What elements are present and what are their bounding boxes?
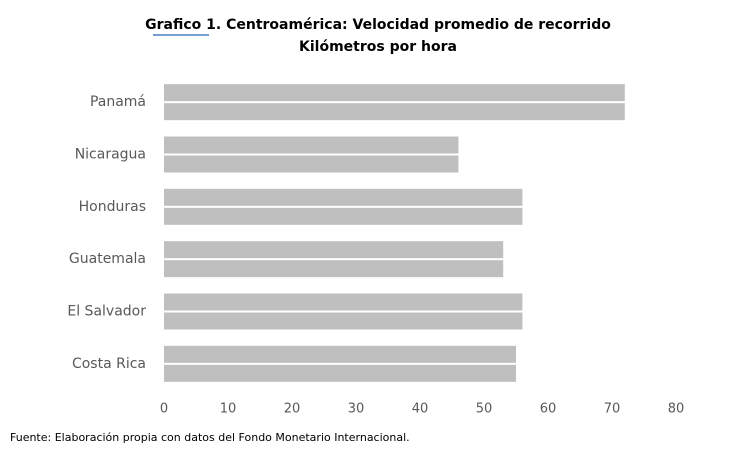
x-tick-label: 0 [160,402,168,417]
bar [164,103,625,121]
bar [164,312,523,330]
y-tick-label: Panamá [90,94,146,110]
bar [164,364,516,382]
x-tick-label: 20 [284,402,301,417]
bar [164,260,504,278]
bar [164,207,523,225]
y-tick-label: Nicaragua [75,147,146,163]
source-note: Fuente: Elaboración propia con datos del… [10,431,410,444]
x-tick-label: 40 [412,402,429,417]
y-tick-label: El Salvador [67,304,146,320]
bar [164,155,459,173]
bar [164,84,625,102]
bar [164,241,504,259]
bar [164,136,459,154]
bar [164,345,516,363]
y-tick-label: Honduras [79,199,146,215]
x-tick-label: 50 [476,402,493,417]
x-tick-label: 60 [540,402,557,417]
y-tick-label: Guatemala [69,251,146,267]
chart-subtitle: Kilómetros por hora [299,39,457,55]
y-tick-label: Costa Rica [72,356,146,372]
chart-title: Grafico 1. Centroamérica: Velocidad prom… [145,17,611,33]
bar [164,188,523,206]
x-tick-label: 30 [348,402,365,417]
bar [164,293,523,311]
x-tick-label: 70 [604,402,621,417]
x-tick-label: 80 [668,402,685,417]
x-tick-label: 10 [220,402,237,417]
